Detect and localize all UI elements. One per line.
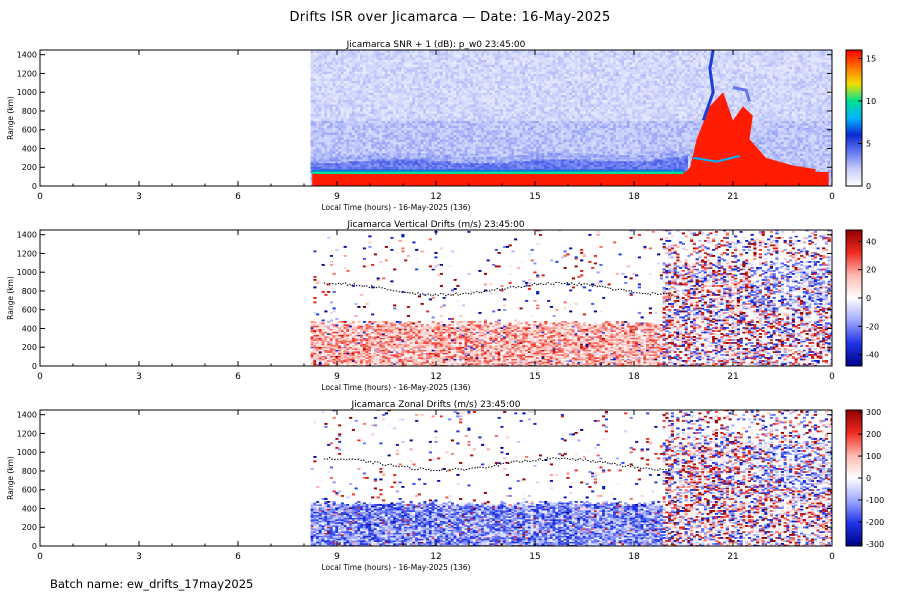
heatmap-cells — [40, 50, 832, 186]
y-tick-label: 400 — [22, 504, 37, 513]
x-tick-label: 3 — [136, 552, 142, 562]
x-tick-label: 15 — [529, 552, 540, 562]
panel-title: Jicamarca Vertical Drifts (m/s) 23:45:00 — [346, 220, 525, 230]
colorbar-tick-label: 15 — [866, 55, 876, 64]
panel-2: Jicamarca Vertical Drifts (m/s) 23:45:00… — [6, 220, 879, 392]
x-tick-label: 0 — [829, 552, 835, 562]
x-tick-label: 9 — [334, 192, 340, 202]
x-tick-label: 6 — [235, 372, 241, 382]
colorbar-tick-label: -40 — [866, 351, 879, 360]
colorbar-tick-label: 5 — [866, 140, 871, 149]
x-tick-label: 0 — [37, 192, 43, 202]
x-tick-label: 21 — [727, 552, 738, 562]
y-tick-label: 1400 — [17, 51, 37, 60]
y-tick-label: 200 — [22, 523, 37, 532]
colorbar-tick-label: 0 — [866, 474, 871, 483]
y-tick-label: 800 — [22, 287, 37, 296]
colorbar: 300 200 100 0 -100 -200 -300 — [845, 408, 884, 549]
y-tick-label: 1200 — [17, 249, 37, 258]
colorbar-tick-label: 200 — [866, 430, 881, 439]
x-tick-label: 18 — [628, 192, 640, 202]
y-tick-label: 1400 — [17, 231, 37, 240]
colorbar-tick-label: 0 — [866, 294, 871, 303]
x-axis-label: Local Time (hours) - 16-May-2025 (136) — [322, 563, 471, 572]
y-tick-label: 600 — [22, 126, 37, 135]
y-axis-label: Range (km) — [6, 456, 15, 500]
x-tick-label: 12 — [430, 372, 441, 382]
heatmap-cells — [40, 410, 832, 546]
x-tick-label: 9 — [334, 372, 340, 382]
y-tick-label: 0 — [32, 182, 37, 191]
panel-3: Jicamarca Zonal Drifts (m/s) 23:45:00 0 3 6… — [6, 400, 884, 572]
y-axis-label: Range (km) — [6, 96, 15, 140]
x-tick-label: 3 — [136, 192, 142, 202]
panel-title: Jicamarca Zonal Drifts (m/s) 23:45:00 — [351, 400, 521, 410]
x-tick-label: 9 — [334, 552, 340, 562]
x-tick-label: 0 — [829, 192, 835, 202]
y-tick-label: 1000 — [17, 88, 37, 97]
y-tick-label: 600 — [22, 306, 37, 315]
x-tick-label: 0 — [37, 372, 43, 382]
colorbar: 40 20 0 -20 -40 — [845, 229, 879, 367]
colorbar: 0 5 10 15 — [845, 49, 876, 191]
colorbar-tick-label: -20 — [866, 322, 879, 331]
x-axis-label: Local Time (hours) - 16-May-2025 (136) — [322, 383, 471, 392]
y-tick-label: 1200 — [17, 429, 37, 438]
x-tick-label: 6 — [235, 552, 241, 562]
x-tick-label: 15 — [529, 192, 540, 202]
y-tick-label: 1000 — [17, 448, 37, 457]
x-tick-label: 18 — [628, 372, 640, 382]
y-tick-label: 800 — [22, 107, 37, 116]
colorbar-tick-label: 0 — [866, 182, 871, 191]
heatmap-cells — [40, 230, 832, 366]
x-tick-label: 0 — [829, 372, 835, 382]
colorbar-tick-label: 10 — [866, 97, 876, 106]
colorbar-tick-label: 40 — [866, 237, 876, 246]
colorbar-tick-label: -200 — [866, 518, 884, 527]
x-tick-label: 3 — [136, 372, 142, 382]
y-axis-label: Range (km) — [6, 276, 15, 320]
colorbar-tick-label: 20 — [866, 266, 876, 275]
x-tick-label: 21 — [727, 372, 738, 382]
x-tick-label: 6 — [235, 192, 241, 202]
y-tick-label: 200 — [22, 343, 37, 352]
y-tick-label: 1400 — [17, 411, 37, 420]
x-tick-label: 12 — [430, 552, 441, 562]
x-tick-label: 21 — [727, 192, 738, 202]
x-axis-label: Local Time (hours) - 16-May-2025 (136) — [322, 203, 471, 212]
x-tick-label: 0 — [37, 552, 43, 562]
batch-name-label: Batch name: ew_drifts_17may2025 — [50, 577, 253, 591]
y-tick-label: 400 — [22, 324, 37, 333]
panel-1: Jicamarca SNR + 1 (dB): p_w0 23:45:00 0 3 6… — [6, 40, 876, 212]
y-tick-label: 800 — [22, 467, 37, 476]
x-tick-label: 15 — [529, 372, 540, 382]
figure-title: Drifts ISR over Jicamarca — Date: 16-May… — [0, 10, 900, 25]
colorbar-tick-label: -300 — [866, 540, 884, 549]
colorbar-tick-label: 300 — [866, 408, 881, 417]
x-tick-label: 12 — [430, 192, 441, 202]
x-tick-label: 18 — [628, 552, 640, 562]
y-tick-label: 1200 — [17, 69, 37, 78]
y-tick-label: 0 — [32, 542, 37, 551]
y-tick-label: 400 — [22, 144, 37, 153]
y-tick-label: 200 — [22, 163, 37, 172]
y-tick-label: 1000 — [17, 268, 37, 277]
colorbar-tick-label: 100 — [866, 452, 881, 461]
y-tick-label: 0 — [32, 362, 37, 371]
panel-title: Jicamarca SNR + 1 (dB): p_w0 23:45:00 — [346, 40, 526, 50]
colorbar-tick-label: -100 — [866, 496, 884, 505]
y-tick-label: 600 — [22, 486, 37, 495]
